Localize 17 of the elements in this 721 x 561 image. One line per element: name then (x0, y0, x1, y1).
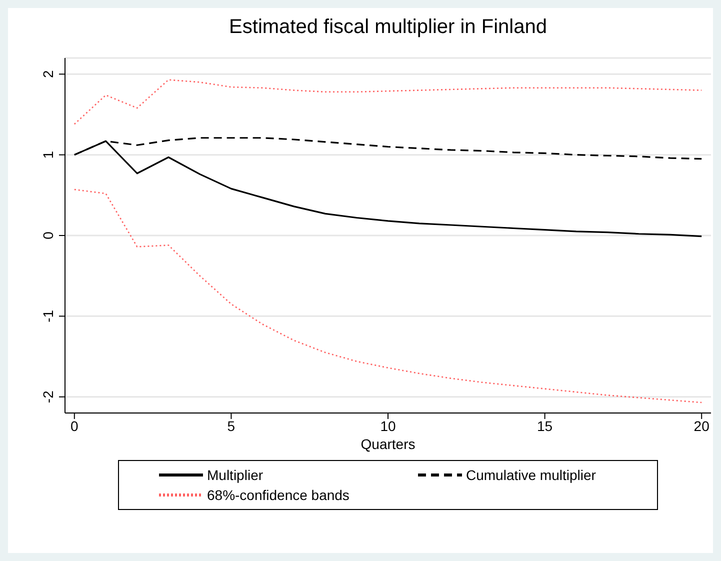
line-series (74, 188, 702, 404)
x-tick-label: 0 (70, 418, 79, 434)
chart-title: Estimated fiscal multiplier in Finland (228, 16, 548, 39)
y-tick-label: 2 (40, 70, 56, 78)
y-tick-label: -2 (40, 390, 56, 404)
y-tick-label: -1 (40, 310, 56, 322)
legend-label: Multiplier (207, 467, 264, 483)
y-tick-label: 1 (40, 150, 56, 159)
x-tick-label: 10 (380, 418, 396, 434)
x-tick-label: 15 (537, 418, 553, 434)
x-tick-label: 5 (227, 418, 236, 434)
x-tick-label: 20 (694, 418, 710, 434)
y-tick-label: 0 (40, 231, 56, 240)
x-axis-title: Quarters (360, 436, 416, 452)
line-series (74, 79, 702, 125)
legend-label: Cumulative multiplier (466, 467, 596, 483)
legend-label: 68%-confidence bands (207, 487, 350, 503)
